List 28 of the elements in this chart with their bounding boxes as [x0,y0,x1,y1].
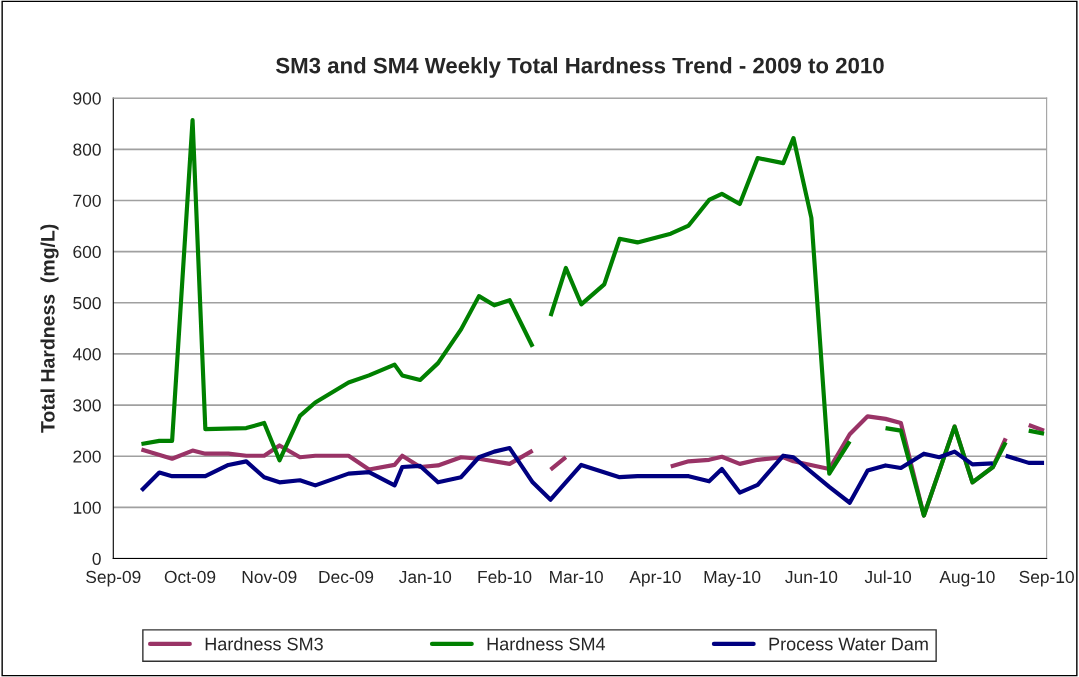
x-tick-label: Oct-09 [164,570,216,584]
x-tick-label: Aug-10 [939,570,995,587]
legend-label: Hardness SM4 [487,637,606,651]
legend-label: Hardness SM3 [205,637,323,651]
y-tick-label: 900 [73,92,101,105]
legend-label: Process Water Dam [769,637,928,651]
x-tick-label: Sep-09 [86,570,141,587]
x-tick-label: Jul-10 [864,570,912,584]
y-tick-label: 600 [73,245,101,259]
x-tick-label: Mar-10 [550,570,603,584]
y-tick-label: 200 [73,450,101,463]
y-tick-label: 400 [72,348,101,361]
chart-title: SM3 and SM4 Weekly Total Hardness Trend - 2009 to 2010 [275,57,884,78]
y-tick-label: 800 [73,143,101,156]
x-tick-label: Jan-10 [398,570,452,584]
y-tick-label: 700 [73,194,101,207]
y-tick-label: 300 [73,399,101,412]
x-tick-label: Nov-09 [242,570,297,584]
x-tick-label: Dec-09 [319,570,374,584]
x-tick-label: Jun-10 [785,570,838,584]
y-axis-title: Total Hardness (mg/L) [40,224,59,433]
x-tick-label: May-10 [704,570,761,587]
x-tick-label: Feb-10 [478,570,532,584]
x-tick-label: Sep-10 [1019,570,1074,587]
y-tick-label: 0 [92,552,101,565]
y-tick-label: 500 [73,296,101,310]
y-tick-label: 100 [73,501,101,514]
x-tick-label: Apr-10 [629,570,681,587]
